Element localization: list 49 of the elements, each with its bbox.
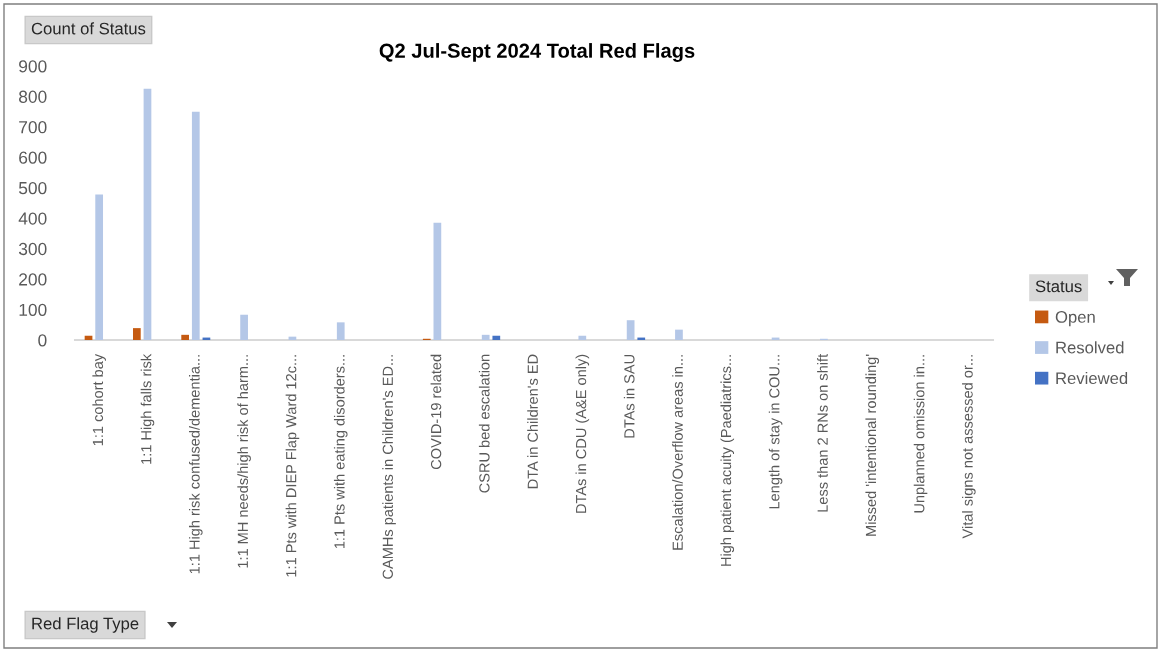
chart-title: Q2 Jul-Sept 2024 Total Red Flags (379, 43, 695, 62)
x-tick-label: Less than 2 RNs on shift (817, 353, 828, 512)
x-tick-label: 1:1 cohort bay (92, 353, 106, 446)
bar (191, 111, 200, 340)
x-tick-label: DTAs in SAU (623, 355, 635, 438)
bar (95, 194, 104, 340)
bar (481, 334, 490, 340)
bar (492, 335, 501, 340)
bar (675, 329, 683, 340)
y-tick-label: 300 (18, 242, 47, 256)
y-tick-label: 200 (19, 273, 47, 286)
bar (240, 314, 248, 340)
x-tick-label: Unplanned omission in... (913, 355, 928, 513)
x-tick-label: DTA in Children's ED (527, 354, 538, 489)
x-tick-label: 1:1 High falls risk (140, 353, 155, 464)
bar (626, 320, 635, 340)
y-tick-label: 800 (19, 90, 47, 103)
legend-label: Open (1055, 311, 1095, 327)
y-tick-label: 400 (18, 212, 47, 225)
x-tick-label: COVID-19 related (430, 354, 442, 470)
bar (433, 222, 442, 340)
x-tick-label: 1:1 MH needs/high risk of harm... (237, 355, 251, 568)
y-tick-label: 0 (38, 334, 47, 347)
x-tick-label: 1:1 High risk confused/dementia... (188, 355, 203, 574)
y-tick-label: 500 (18, 181, 47, 195)
y-tick-label: 100 (19, 303, 47, 317)
x-tick-label: 1:1 Pts with eating disorders... (333, 355, 348, 549)
y-tick-label: 600 (19, 151, 47, 164)
x-axis-title: Red Flag Type (32, 617, 139, 633)
bar (181, 334, 190, 340)
y-tick-label: 900 (19, 60, 47, 73)
x-tick-label: Missed 'intentional rounding' (865, 354, 880, 536)
x-tick-label: High patient acuity (Paediatrics... (720, 355, 735, 566)
x-tick-label: DTAs in CDU (A&E only) (575, 354, 590, 513)
bar (132, 328, 141, 340)
y-tick-label: 700 (19, 121, 47, 134)
x-tick-label: Vital signs not assessed or... (962, 355, 976, 539)
y-axis-title: Count of Status (31, 22, 146, 35)
bar (143, 88, 152, 340)
x-tick-label: 1:1 Pts with DIEP Flap Ward 12c... (285, 355, 300, 577)
legend-label: Reviewed (1056, 371, 1128, 385)
x-tick-label: Length of stay in COU... (768, 355, 783, 509)
legend-label: Resolved (1056, 341, 1124, 354)
legend-title: Status (1035, 280, 1082, 293)
x-tick-label: CSRU bed escalation (478, 354, 490, 493)
x-tick-label: Escalation/Overflow areas in... (672, 355, 683, 550)
x-tick-label: CAMHs patients in Children's ED... (382, 355, 396, 579)
bar (578, 335, 587, 340)
bar (336, 322, 345, 340)
